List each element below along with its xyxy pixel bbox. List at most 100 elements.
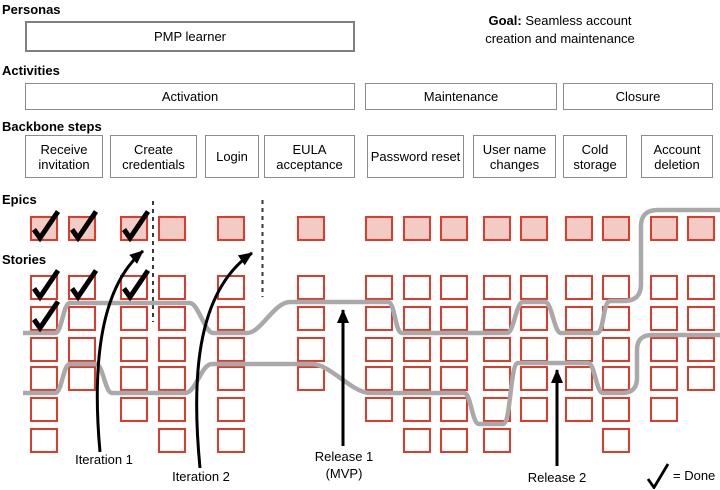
story-card xyxy=(440,275,468,300)
epic-card xyxy=(217,216,245,241)
story-card xyxy=(520,306,548,331)
epic-card xyxy=(565,216,593,241)
story-card xyxy=(440,428,468,453)
epics-label: Epics xyxy=(2,192,37,207)
epic-card xyxy=(365,216,393,241)
story-card xyxy=(365,366,393,391)
story-card xyxy=(520,275,548,300)
release-2-label: Release 2 xyxy=(527,470,587,485)
story-card xyxy=(217,366,245,391)
epic-card xyxy=(297,216,325,241)
story-card xyxy=(650,306,678,331)
story-card xyxy=(68,337,96,362)
story-card xyxy=(440,306,468,331)
story-card xyxy=(687,366,715,391)
backbone-card-user-name-changes: User name changes xyxy=(473,135,556,178)
story-card xyxy=(440,397,468,422)
story-card xyxy=(687,337,715,362)
story-card xyxy=(483,397,511,422)
backbone-card-receive-invitation: Receive invitation xyxy=(25,135,103,178)
story-card xyxy=(158,397,186,422)
activities-label: Activities xyxy=(2,63,60,78)
goal-line2: creation and maintenance xyxy=(485,31,635,46)
story-card xyxy=(120,275,148,300)
activity-card-activation: Activation xyxy=(25,83,355,110)
story-card xyxy=(687,306,715,331)
release-1-label: Release 1 (MVP) xyxy=(315,448,374,482)
story-card xyxy=(565,397,593,422)
story-card xyxy=(158,275,186,300)
story-card xyxy=(650,366,678,391)
story-card xyxy=(483,366,511,391)
story-card xyxy=(520,366,548,391)
story-card xyxy=(217,306,245,331)
story-card xyxy=(403,366,431,391)
story-card xyxy=(520,397,548,422)
story-card xyxy=(120,306,148,331)
story-card xyxy=(565,366,593,391)
story-card xyxy=(217,275,245,300)
goal-prefix: Goal: xyxy=(488,13,522,28)
story-card xyxy=(650,275,678,300)
story-card xyxy=(297,366,325,391)
epic-card xyxy=(602,216,630,241)
epic-card xyxy=(158,216,186,241)
epic-card xyxy=(483,216,511,241)
backbone-steps-label: Backbone steps xyxy=(2,119,102,134)
story-card xyxy=(30,337,58,362)
story-card xyxy=(602,397,630,422)
legend-done-text: = Done xyxy=(673,468,716,483)
story-card xyxy=(565,337,593,362)
story-card xyxy=(30,275,58,300)
release-1-label-line2: (MVP) xyxy=(325,466,363,481)
story-card xyxy=(297,275,325,300)
activity-card-maintenance: Maintenance xyxy=(365,83,557,110)
story-card xyxy=(650,337,678,362)
story-card xyxy=(602,306,630,331)
story-card xyxy=(403,397,431,422)
story-card xyxy=(365,275,393,300)
story-card xyxy=(30,428,58,453)
story-card xyxy=(217,397,245,422)
backbone-card-cold-storage: Cold storage xyxy=(563,135,627,178)
story-card xyxy=(403,275,431,300)
story-card xyxy=(650,397,678,422)
iteration-1-label: Iteration 1 xyxy=(75,452,133,467)
story-card xyxy=(520,337,548,362)
story-card xyxy=(158,428,186,453)
story-card xyxy=(483,337,511,362)
story-card xyxy=(158,306,186,331)
story-card xyxy=(68,275,96,300)
story-card xyxy=(602,366,630,391)
epic-card xyxy=(68,216,96,241)
story-card xyxy=(602,275,630,300)
backbone-card-account-deletion: Account deletion xyxy=(641,135,713,178)
story-card xyxy=(483,306,511,331)
story-card xyxy=(440,366,468,391)
story-card xyxy=(403,337,431,362)
iteration-2-label: Iteration 2 xyxy=(172,469,230,484)
story-card xyxy=(602,428,630,453)
stories-label: Stories xyxy=(2,252,47,267)
epic-card xyxy=(520,216,548,241)
backbone-card-password-reset: Password reset xyxy=(367,135,464,178)
story-card xyxy=(68,306,96,331)
story-card xyxy=(403,428,431,453)
story-card xyxy=(297,306,325,331)
personas-label: Personas xyxy=(2,2,61,17)
story-card xyxy=(483,428,511,453)
goal-text: Goal: Seamless account creation and main… xyxy=(450,12,670,48)
epic-card xyxy=(403,216,431,241)
persona-card: PMP learner xyxy=(25,21,355,52)
backbone-card-eula-acceptance: EULA acceptance xyxy=(264,135,355,178)
backbone-card-create-credentials: Create credentials xyxy=(110,135,197,178)
check-icon xyxy=(646,463,670,489)
story-card xyxy=(602,337,630,362)
epic-card xyxy=(30,216,58,241)
story-card xyxy=(120,366,148,391)
story-card xyxy=(440,337,468,362)
story-card xyxy=(365,337,393,362)
epic-card xyxy=(650,216,678,241)
story-card xyxy=(120,397,148,422)
